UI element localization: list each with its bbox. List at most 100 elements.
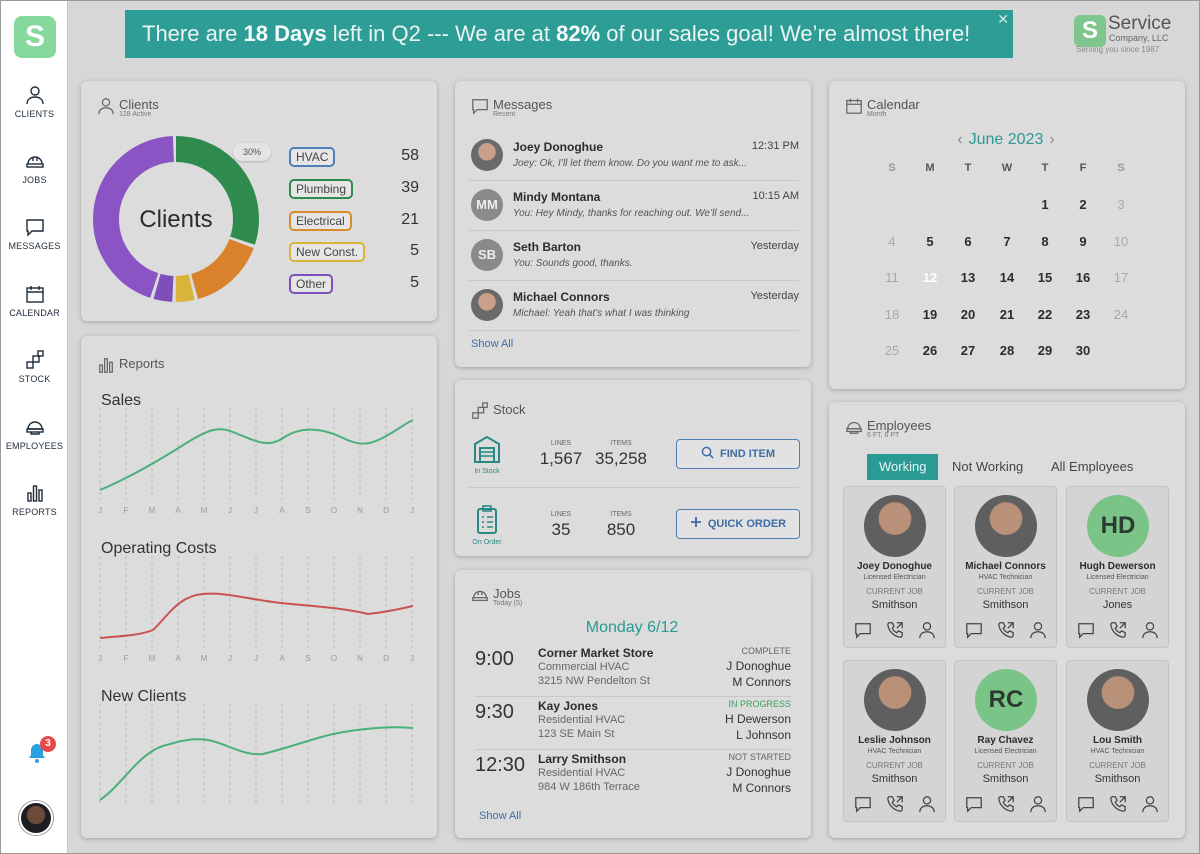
employee-card[interactable]: HD Hugh Dewerson Licensed Electrician CURRE… [1066,486,1169,648]
sidebar-item-employees[interactable]: EMPLOYEES [1,417,68,451]
legend-item-plumbing[interactable]: Plumbing 39 [289,179,419,201]
warehouse-icon [474,435,500,463]
message-preview: You: Hey Mindy, thanks for reaching out.… [513,208,750,219]
calendar-day[interactable]: 14 [999,270,1015,285]
employee-card[interactable]: Joey Donoghue Licensed Electrician CURRENT… [843,486,946,648]
job-time: 9:00 [475,648,514,670]
calendar-day[interactable]: 29 [1037,343,1053,358]
calendar-day[interactable]: 3 [1117,197,1125,212]
job-item[interactable]: 12:30 Larry Smithson Residential HVAC 98… [475,750,791,803]
calendar-day[interactable]: 13 [960,270,976,285]
legend-item-hvac[interactable]: HVAC 58 [289,147,419,169]
sidebar-item-calendar[interactable]: CALENDAR [1,284,68,318]
calendar-day[interactable]: 20 [960,306,976,322]
message-item[interactable]: Michael Connors Michael: Yeah that’s wha… [469,281,799,331]
clients-card: Clients 128 Active Clients 30% HVAC 58 P… [81,81,437,321]
legend-item-new-const[interactable]: New Const. 5 [289,242,419,264]
stock-row-label: In Stock [474,468,500,475]
calendar-day[interactable]: 10 [1113,233,1129,249]
close-icon[interactable]: ✕ [997,11,1009,27]
company-logo: S Service Company, LLC Serving you since… [1074,13,1184,55]
calendar-day[interactable]: 22 [1037,306,1053,322]
job-item[interactable]: 9:30 Kay Jones Residential HVAC 123 SE M… [475,697,791,750]
calendar-day[interactable]: 1 [1041,197,1049,212]
legend-item-electrical[interactable]: Electrical 21 [289,211,419,233]
sidebar-item-clients[interactable]: CLIENTS [1,85,68,119]
calendar-day[interactable]: 21 [999,306,1015,322]
avatar [471,289,503,321]
current-job-value: Smithson [871,599,918,611]
job-title: Corner Market Store [538,646,654,660]
calendar-day[interactable]: 25 [884,343,900,358]
employee-card[interactable]: Michael Connors HVAC Technician CURRENT JO… [954,486,1057,648]
calendar-day[interactable]: 26 [922,343,938,358]
sidebar-item-reports[interactable]: REPORTS [1,483,68,517]
message-item[interactable]: SB Seth Barton You: Sounds good, thanks.… [469,231,799,281]
legend-item-other[interactable]: Other 5 [289,274,419,296]
stock-row-in-stock: In Stock LINES 1,567 ITEMS 35,258 FIND I… [469,432,800,492]
calendar-day[interactable]: 30 [1075,343,1091,358]
calendar-day[interactable]: 8 [1041,233,1049,249]
calendar-icon [25,286,44,303]
sidebar-item-jobs[interactable]: JOBS [1,151,68,185]
tab-not-working[interactable]: Not Working [952,459,1024,474]
message-item[interactable]: MM Mindy Montana You: Hey Mindy, thanks … [469,181,799,231]
user-avatar[interactable] [19,801,53,835]
calendar-day[interactable]: 7 [1003,233,1011,249]
message-sender: Joey Donoghue [513,140,604,154]
current-job-label: CURRENT JOB [1089,761,1146,770]
card-title: Stock [493,402,526,417]
new-clients-line [99,726,414,801]
calendar-day[interactable]: 5 [926,233,934,249]
calendar-day[interactable]: 9 [1079,233,1087,249]
calendar-day[interactable]: 24 [1113,306,1129,322]
job-item[interactable]: 9:00 Corner Market Store Commercial HVAC… [475,644,791,697]
calendar-day[interactable]: 15 [1037,270,1053,285]
jobs-show-all-link[interactable]: Show All [479,810,522,822]
stat-value: 850 [606,520,636,539]
calendar-day-today[interactable]: 12 [915,265,945,291]
legend-value: 5 [410,242,419,259]
svg-text:D: D [383,654,389,663]
messages-show-all-link[interactable]: Show All [471,338,514,350]
employee-actions [965,621,1049,641]
employee-card[interactable]: Lou Smith HVAC Technician CURRENT JOB Smith… [1066,660,1169,822]
calendar-day[interactable]: 28 [999,343,1015,358]
calendar-day[interactable]: 18 [884,306,900,322]
calendar-day[interactable]: 17 [1113,270,1129,285]
sidebar-item-messages[interactable]: MESSAGES [1,217,68,251]
chevron-left-icon[interactable]: ‹ [957,131,963,148]
employee-role: Licensed Electrician [974,748,1037,755]
avatar: HD [1087,495,1149,557]
svg-text:S: S [305,506,310,515]
calendar-day[interactable]: 23 [1075,306,1091,322]
calendar-day[interactable]: 2 [1079,197,1087,212]
find-item-button[interactable]: FIND ITEM [676,439,800,469]
tab-all-employees[interactable]: All Employees [1051,459,1134,474]
card-title: Jobs [493,586,521,601]
calendar-day[interactable]: 11 [885,270,899,285]
stock-row-label: On Order [472,539,502,546]
quick-order-button[interactable]: QUICK ORDER [676,509,800,539]
helmet-icon [846,421,862,434]
message-time: 10:15 AM [752,190,799,202]
calendar-day[interactable]: 6 [964,233,972,249]
stock-row-on-order: On Order LINES 35 ITEMS 850 QUICK ORDER [469,503,800,563]
employee-card[interactable]: RC Ray Chavez Licensed Electrician CURRENT … [954,660,1057,822]
calendar-day[interactable]: 27 [960,343,976,358]
tab-working[interactable]: Working [867,454,939,480]
calendar-weekday: S [888,162,896,174]
employee-card[interactable]: Leslie Johnson HVAC Technician CURRENT JOB… [843,660,946,822]
current-job-value: Smithson [871,773,918,785]
message-preview: Michael: Yeah that’s what I was thinking [513,308,690,319]
chevron-right-icon[interactable]: › [1049,131,1055,148]
app-logo[interactable]: S [14,16,56,58]
message-item[interactable]: Joey Donoghue Joey: Ok, I’ll let them kn… [469,131,799,181]
calendar-day[interactable]: 16 [1075,270,1091,285]
calendar-day[interactable]: 4 [888,233,896,249]
sidebar-item-stock[interactable]: STOCK [1,350,68,384]
svg-text:N: N [357,506,363,515]
card-title: Employees [867,418,932,433]
calendar-day[interactable]: 19 [922,306,938,322]
